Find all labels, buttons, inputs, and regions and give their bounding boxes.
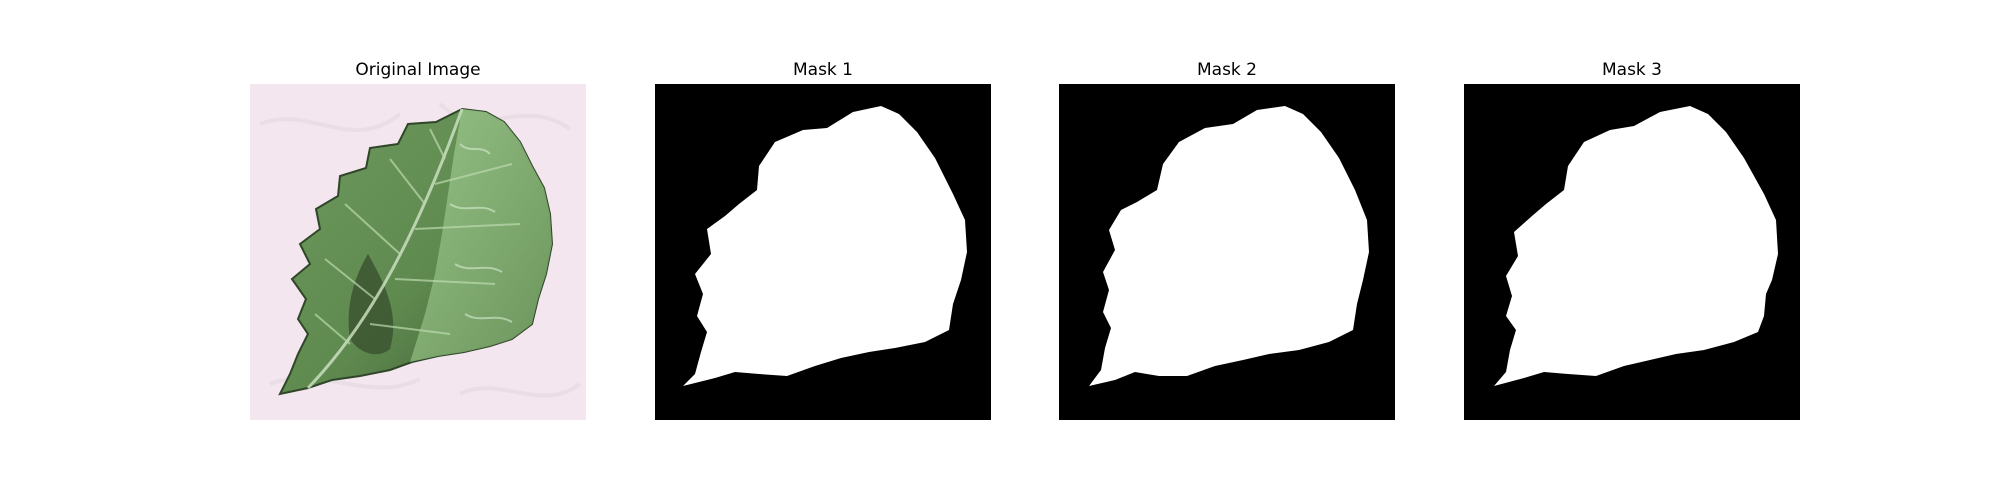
mask-3-image — [1464, 84, 1800, 420]
original-leaf-image — [250, 84, 586, 420]
panel-title-mask-1: Mask 1 — [792, 60, 853, 80]
original-image-panel — [250, 84, 586, 420]
panel-title-mask-3: Mask 3 — [1601, 60, 1662, 80]
mask-1-image — [655, 84, 991, 420]
mask-2-image — [1059, 84, 1395, 420]
mask-3-panel — [1464, 84, 1800, 420]
mask-2-panel — [1059, 84, 1395, 420]
panel-title-mask-2: Mask 2 — [1196, 60, 1257, 80]
panel-title-original-image: Original Image — [355, 60, 481, 80]
mask-1-panel — [655, 84, 991, 420]
